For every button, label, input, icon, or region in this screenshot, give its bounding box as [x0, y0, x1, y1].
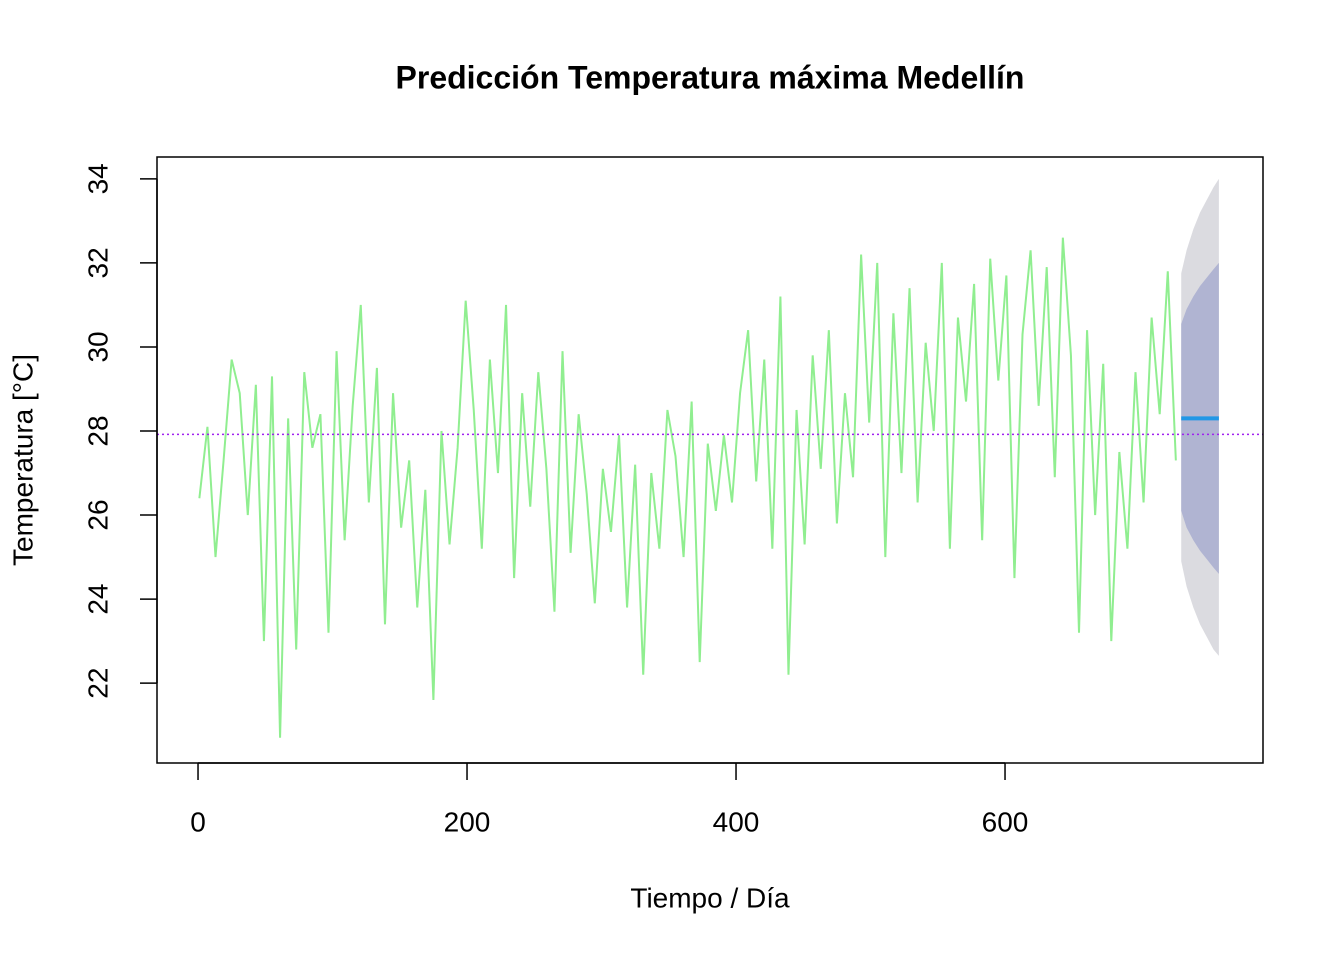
y-axis-label: Temperatura [°C]: [7, 354, 38, 566]
y-tick-label: 28: [82, 415, 113, 446]
y-tick-label: 24: [82, 584, 113, 615]
y-tick-label: 32: [82, 247, 113, 278]
y-tick-label: 22: [82, 668, 113, 699]
chart-title: Predicción Temperatura máxima Medellín: [396, 59, 1025, 95]
x-axis-label: Tiempo / Día: [630, 882, 790, 913]
y-tick-label: 30: [82, 331, 113, 362]
x-tick-label: 400: [713, 806, 760, 837]
x-tick-label: 200: [444, 806, 491, 837]
data-line: [198, 237, 1177, 738]
x-tick-label: 600: [982, 806, 1029, 837]
y-tick-label: 34: [82, 163, 113, 194]
x-tick-label: 0: [190, 806, 206, 837]
y-tick-label: 26: [82, 499, 113, 530]
